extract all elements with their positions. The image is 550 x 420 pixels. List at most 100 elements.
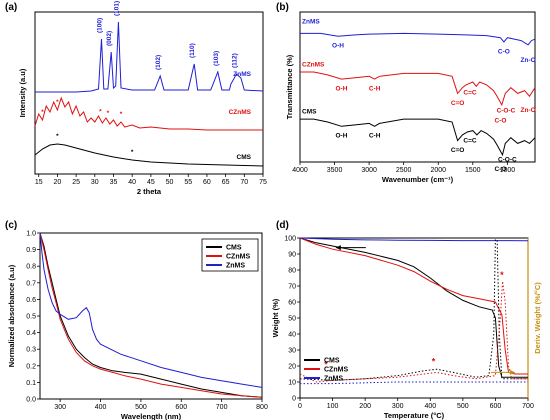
tga-y-tick-label: 70 xyxy=(288,284,296,291)
tga-series-ZnMS xyxy=(299,237,529,242)
ftir-series-label: ZnMS xyxy=(302,18,320,25)
tga-peak-marker: * xyxy=(432,356,436,366)
ftir-x-tick-label: 4000 xyxy=(292,167,308,174)
uv-y-tick-label: 0.6 xyxy=(26,297,36,304)
ftir-x-tick-label: 2000 xyxy=(430,167,446,174)
tga-plot-frame xyxy=(299,237,529,399)
uv-x-tick-label: 700 xyxy=(216,404,228,411)
tga-x-tick-label: 500 xyxy=(457,403,469,410)
ftir-x-tick-label: 3000 xyxy=(361,167,377,174)
xrd-peak-label: (100) xyxy=(97,18,104,33)
uv-legend-label: CMS xyxy=(226,245,242,252)
xrd-series-ZnMS xyxy=(35,21,264,93)
uv-y-tick-label: 0.7 xyxy=(26,280,36,287)
tga-x-tick-label: 600 xyxy=(490,403,502,410)
xrd-peak-marker: * xyxy=(107,110,110,117)
xrd-x-tick-label: 75 xyxy=(259,179,267,186)
uv-y-tick-label: 0.5 xyxy=(26,314,36,321)
ftir-x-tick-label: 2500 xyxy=(396,167,412,174)
tga-x-tick-label: 200 xyxy=(359,403,371,410)
tga-peak-marker: * xyxy=(324,360,328,370)
ftir-plot-frame xyxy=(299,11,536,163)
uv-y-tick-label: 0.2 xyxy=(26,363,36,370)
tga-y-tick-label: 50 xyxy=(288,316,296,323)
xrd-x-tick-label: 45 xyxy=(147,179,155,186)
uv-series-CZnMS xyxy=(39,232,263,398)
tga-right-axis-title: Deriv. Weight (%/°C) xyxy=(533,282,542,354)
panel-label: (d) xyxy=(276,220,289,231)
tga-y-tick-label: 60 xyxy=(288,300,296,307)
ftir-band-label: O-H xyxy=(336,86,348,93)
uv-y-tick-label: 1.0 xyxy=(26,231,36,238)
ftir-series-CZnMS xyxy=(300,71,536,107)
uv-y-tick-label: 0.1 xyxy=(26,380,36,387)
xrd-x-tick-label: 20 xyxy=(54,179,62,186)
tga-x-tick-label: 300 xyxy=(392,403,404,410)
xrd-x-tick-label: 60 xyxy=(203,179,211,186)
xrd-x-tick-label: 35 xyxy=(110,179,118,186)
ftir-band-label: C=C xyxy=(463,90,476,97)
tga-y-tick-label: 90 xyxy=(288,252,296,259)
xrd-peak-marker: * xyxy=(56,99,59,106)
xrd-peak-marker: * xyxy=(120,111,123,118)
ftir-x-tick-label: 3500 xyxy=(327,167,343,174)
tga-x-tick-label: 700 xyxy=(522,403,534,410)
panel-label: (b) xyxy=(276,2,289,13)
xrd-series-CMS xyxy=(34,143,264,167)
xrd-x-tick-label: 65 xyxy=(222,179,230,186)
tga-y-tick-label: 100 xyxy=(284,236,296,243)
tga-series-CZnMS xyxy=(299,237,528,375)
ftir-band-label: C-O xyxy=(498,48,510,55)
ftir-band-label: O-H xyxy=(336,133,348,140)
ftir-band-label: C-H xyxy=(369,133,381,140)
xrd-x-axis-title: 2 theta xyxy=(137,187,162,196)
xrd-series-label: ZnMS xyxy=(233,71,251,78)
tga-deriv-axis-arrowhead xyxy=(509,369,515,375)
uv-x-axis-title: Wavelength (nm) xyxy=(121,412,182,420)
tga-x-tick-label: 0 xyxy=(298,403,302,410)
ftir-band-label: C=O xyxy=(451,100,465,107)
ftir-series-label: CZnMS xyxy=(302,61,325,68)
ftir-band-label: C=O xyxy=(451,147,465,154)
dtg-series-ZnMS xyxy=(300,381,528,385)
tga-legend-label: CMS xyxy=(324,358,340,365)
xrd-peak-label: (002) xyxy=(106,31,113,46)
ftir-band-label: C-H xyxy=(369,86,381,93)
tga-series-CMS xyxy=(299,237,528,378)
tga-y-tick-label: 30 xyxy=(288,348,296,355)
ftir-band-label: C-O xyxy=(494,166,506,173)
ftir-band-label: C-O-C xyxy=(498,156,517,163)
ftir-x-tick-label: 1500 xyxy=(465,167,481,174)
uv-y-tick-label: 0.3 xyxy=(26,347,36,354)
ftir-band-label: C-O xyxy=(494,117,506,124)
uv-y-tick-label: 0.9 xyxy=(26,247,36,254)
xrd-series-label: CZnMS xyxy=(229,109,252,116)
xrd-x-tick-label: 50 xyxy=(166,179,174,186)
tga-y-tick-label: 0 xyxy=(292,396,296,403)
tga-legend-label: CZnMS xyxy=(324,367,348,374)
uv-legend-label: ZnMS xyxy=(226,263,245,270)
ftir-band-label: O-H xyxy=(332,43,344,50)
uv-x-tick-label: 600 xyxy=(175,404,187,411)
uv-series-ZnMS xyxy=(39,232,263,388)
ftir-band-label: C-O-C xyxy=(497,108,516,115)
xrd-x-tick-label: 30 xyxy=(91,179,99,186)
ftir-series-label: CMS xyxy=(302,108,317,115)
ftir-band-label: Zn-O xyxy=(521,107,536,114)
tga-x-tick-label: 400 xyxy=(424,403,436,410)
xrd-x-tick-label: 15 xyxy=(35,179,43,186)
xrd-x-tick-label: 70 xyxy=(240,179,248,186)
uv-x-tick-label: 400 xyxy=(95,404,107,411)
uv-y-axis-title: Normalized absorbance (a.u) xyxy=(7,264,16,367)
ftir-y-axis-title: Transmittance (%) xyxy=(285,54,294,119)
tga-y-tick-label: 20 xyxy=(288,364,296,371)
xrd-x-tick-label: 25 xyxy=(72,179,80,186)
uv-x-tick-label: 300 xyxy=(54,404,66,411)
uv-x-tick-label: 800 xyxy=(256,404,268,411)
xrd-peak-marker: * xyxy=(41,109,44,116)
xrd-x-tick-label: 40 xyxy=(128,179,136,186)
tga-x-axis-title: Temperature (°C) xyxy=(384,411,445,420)
panel-label: (a) xyxy=(5,2,17,13)
tga-y-tick-label: 40 xyxy=(288,332,296,339)
